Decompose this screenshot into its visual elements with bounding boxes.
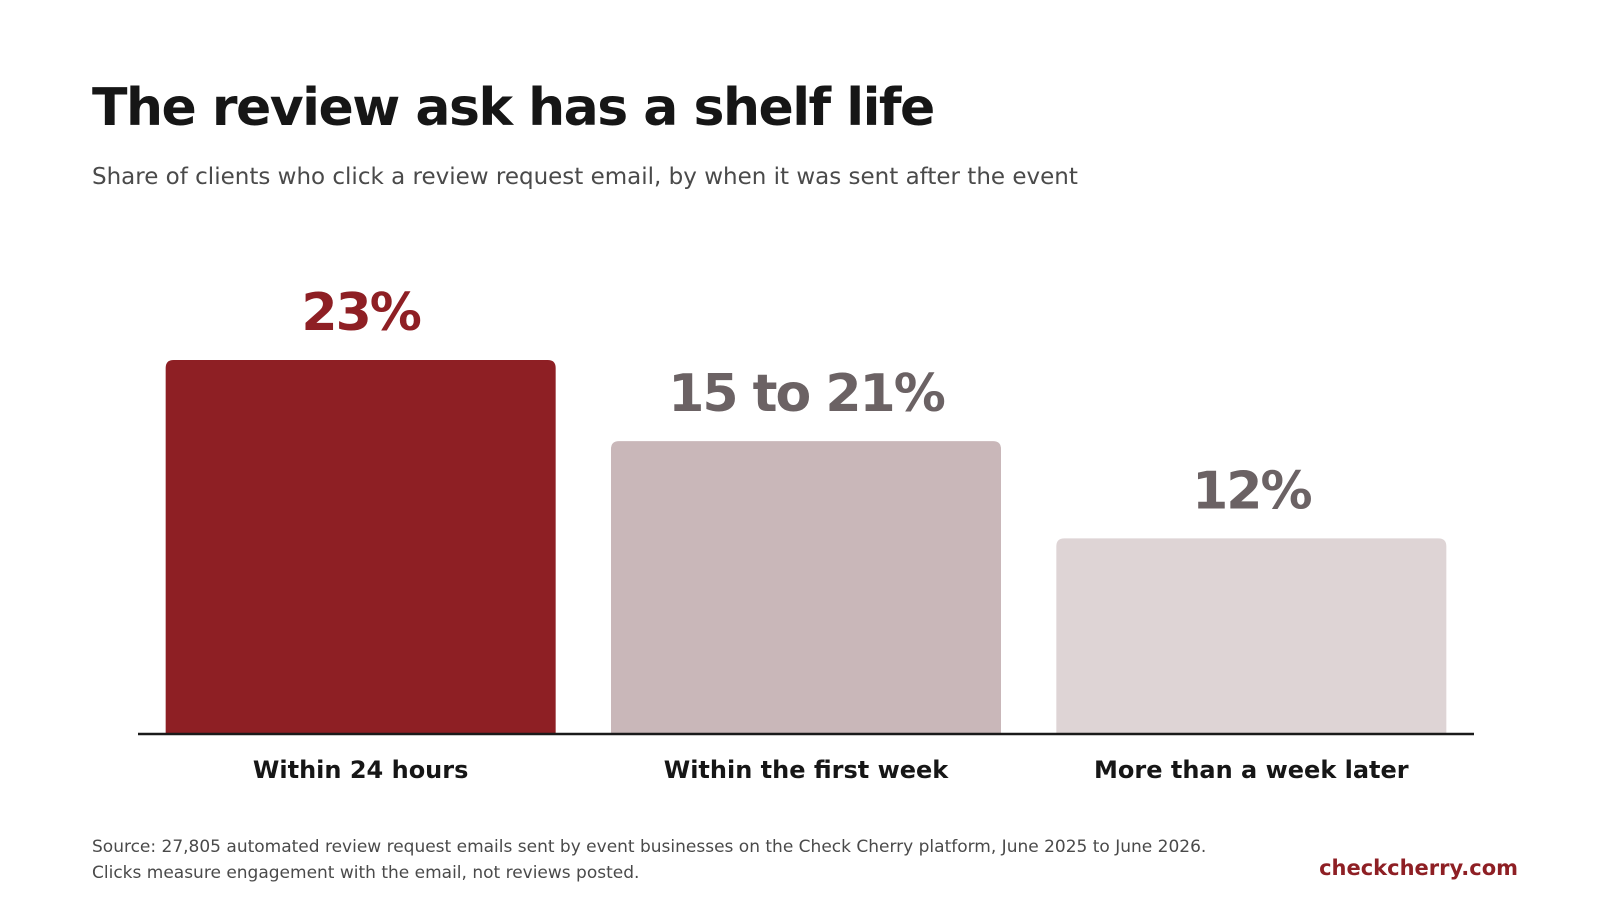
value-label-1: 23% <box>301 283 420 343</box>
value-label-2: 15 to 21% <box>668 364 945 424</box>
category-label-3: More than a week later <box>1094 756 1409 784</box>
value-label-3: 12% <box>1192 461 1311 521</box>
source-line-2: Clicks measure engagement with the email… <box>92 863 640 883</box>
chart-title: The review ask has a shelf life <box>92 78 935 138</box>
bar-2 <box>611 441 1001 733</box>
source-note: Source: 27,805 automated review request … <box>92 834 1206 886</box>
bar-1 <box>165 360 556 733</box>
brand-link[interactable]: checkcherry.com <box>1319 856 1518 880</box>
source-line-1: Source: 27,805 automated review request … <box>92 837 1207 857</box>
chart-subtitle: Share of clients who click a review requ… <box>92 164 1078 190</box>
bar-chart: 23% Within 24 hours 15 to 21% Within the fi… <box>138 283 1474 784</box>
bar-3 <box>1056 538 1447 733</box>
category-label-2: Within the first week <box>664 756 950 784</box>
category-label-1: Within 24 hours <box>253 756 468 784</box>
